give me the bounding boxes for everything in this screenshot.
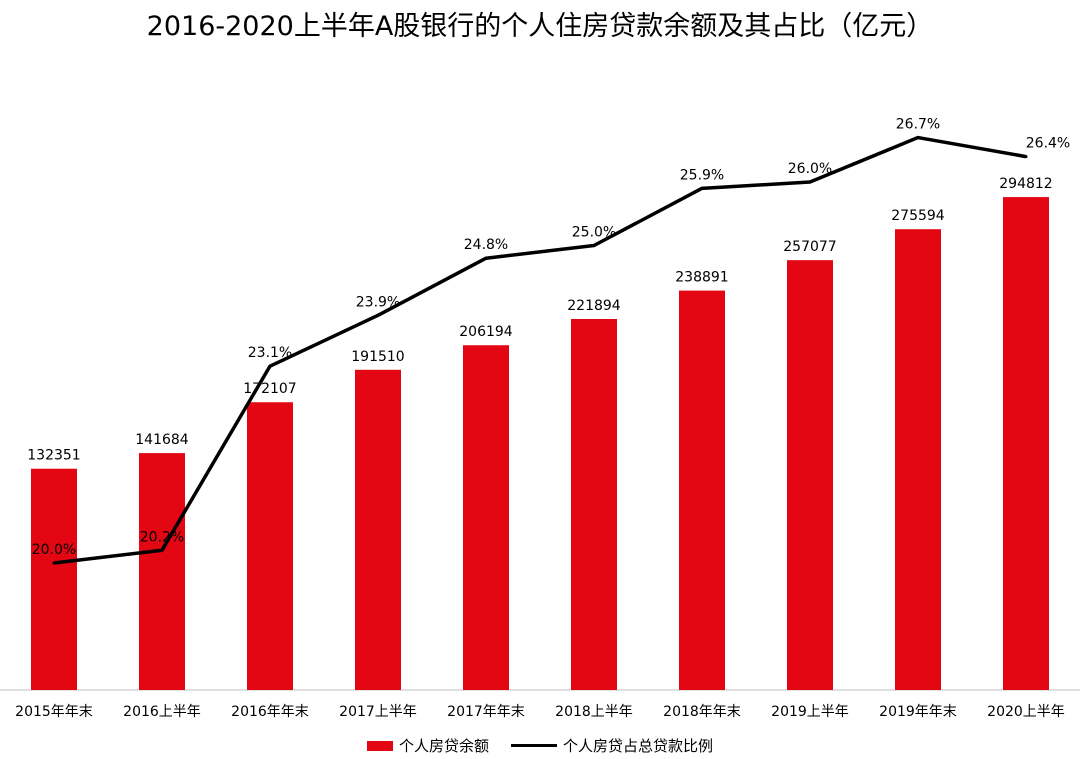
- line-value-label: 25.0%: [572, 225, 616, 241]
- bar: [247, 402, 293, 690]
- bar-value-label: 238891: [675, 270, 728, 286]
- line-value-label: 24.8%: [464, 237, 508, 253]
- x-tick-label: 2016上半年: [123, 704, 201, 720]
- bar: [31, 468, 77, 690]
- legend-item-bar: 个人房贷余额: [366, 735, 489, 756]
- x-tick-label: 2017上半年: [339, 704, 417, 720]
- bar: [139, 453, 185, 690]
- line-point: [700, 186, 704, 190]
- line-value-label: 23.9%: [356, 294, 400, 310]
- line-series: [53, 135, 1027, 565]
- legend-label-line: 个人房贷占总贷款比例: [563, 737, 714, 755]
- line-value-label: 20.2%: [140, 529, 184, 545]
- line-point: [808, 180, 812, 184]
- legend-swatch-line: [511, 744, 557, 747]
- line-point: [916, 136, 920, 140]
- line-value-label: 26.7%: [896, 117, 940, 133]
- bar-value-label: 221894: [567, 298, 621, 314]
- x-tick-label: 2019年年末: [879, 704, 957, 720]
- bar: [895, 229, 941, 690]
- bar: [1003, 197, 1049, 690]
- x-tick-label: 2018上半年: [555, 704, 633, 720]
- line-point: [592, 244, 596, 247]
- line-point: [268, 364, 272, 368]
- legend-item-line: 个人房贷占总贷款比例: [511, 735, 713, 756]
- legend: 个人房贷余额 个人房贷占总贷款比例: [0, 735, 1080, 756]
- bar: [679, 290, 725, 690]
- line-value-label: 20.0%: [32, 542, 76, 558]
- bar-value-label: 294812: [999, 176, 1052, 192]
- legend-swatch-bar: [366, 740, 393, 751]
- x-tick-label: 2018年年末: [663, 704, 741, 720]
- bar: [571, 318, 617, 690]
- x-tick-label: 2015年年末: [15, 704, 93, 720]
- x-tick-label: 2017年年末: [447, 704, 525, 720]
- line-value-label: 26.4%: [1026, 136, 1070, 152]
- bar-value-label: 172107: [243, 381, 296, 397]
- bar: [787, 260, 833, 690]
- chart-title: 2016-2020上半年A股银行的个人住房贷款余额及其占比（亿元）: [146, 11, 934, 42]
- legend-label-bar: 个人房贷余额: [398, 737, 489, 755]
- bar-value-label: 132351: [27, 448, 80, 464]
- line-value-label: 25.9%: [680, 167, 724, 183]
- line-point: [1024, 155, 1028, 159]
- bar-value-label: 206194: [459, 324, 513, 340]
- x-tick-label: 2019上半年: [771, 704, 849, 720]
- line-point: [52, 561, 56, 565]
- bar-value-label: 257077: [783, 239, 836, 255]
- line-value-label: 26.0%: [788, 161, 832, 177]
- line-value-label: 23.1%: [248, 345, 292, 361]
- bar-value-label: 191510: [351, 349, 404, 365]
- line-point: [160, 548, 164, 552]
- bar-value-label: 275594: [891, 208, 945, 224]
- line-point: [484, 256, 488, 260]
- x-tick-label: 2020上半年: [987, 704, 1065, 720]
- line-point: [376, 313, 380, 317]
- x-tick-label: 2016年年末: [231, 704, 309, 720]
- bar: [355, 369, 401, 690]
- bar: [463, 345, 509, 690]
- bar-value-label: 141684: [135, 432, 189, 448]
